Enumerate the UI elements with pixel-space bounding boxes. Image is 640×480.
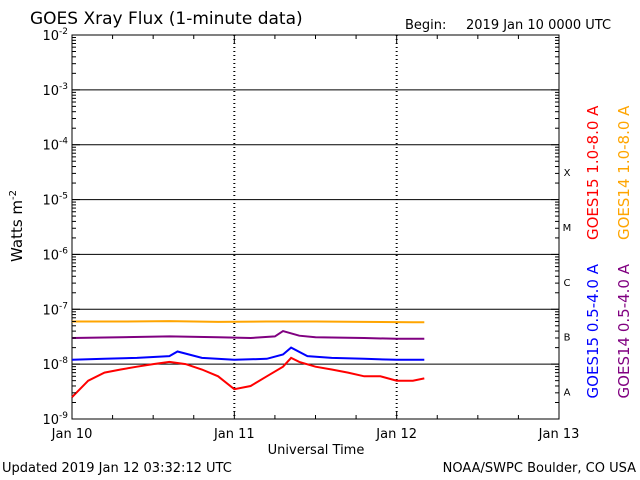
- y-tick-exp: -9: [59, 411, 68, 421]
- y-tick-label: 10-2: [42, 27, 68, 44]
- x-tick-label: Jan 11: [213, 427, 255, 442]
- y-tick-label: 10-6: [42, 246, 68, 263]
- series-line: [71, 330, 425, 340]
- y-tick-label: 10-5: [42, 192, 68, 209]
- series-layer: [71, 320, 425, 398]
- flare-class-label: A: [564, 388, 571, 399]
- y-tick-exp: -2: [59, 27, 68, 37]
- y-tick-base: 10: [42, 29, 59, 44]
- updated-timestamp: Updated 2019 Jan 12 03:32:12 UTC: [2, 461, 232, 476]
- begin-label: Begin:: [405, 18, 446, 33]
- series-line: [71, 346, 425, 361]
- y-tick-exp: -5: [59, 192, 68, 202]
- svg-text:Watts m-2: Watts m-2: [8, 190, 26, 262]
- y-tick-base: 10: [42, 248, 59, 263]
- y-tick-base: 10: [42, 413, 59, 428]
- legend-label: GOES14 0.5-4.0 A: [615, 263, 633, 398]
- legend-label: GOES14 1.0-8.0 A: [615, 105, 633, 240]
- y-tick-label: 10-9: [42, 411, 68, 428]
- y-axis-label-main: Watts m: [8, 200, 26, 262]
- y-axis: 10-210-310-410-510-610-710-810-9: [42, 27, 559, 428]
- legend: GOES15 1.0-8.0 A GOES14 1.0-8.0 A GOES15 0…: [584, 105, 633, 399]
- flare-class-label: C: [564, 278, 571, 289]
- chart-title: GOES Xray Flux (1-minute data): [30, 9, 303, 29]
- series-line: [71, 356, 425, 398]
- legend-label: GOES15 0.5-4.0 A: [584, 263, 602, 398]
- credit-text: NOAA/SWPC Boulder, CO USA: [442, 461, 636, 476]
- y-tick-base: 10: [42, 139, 59, 154]
- x-tick-label: Jan 12: [375, 427, 417, 442]
- x-axis: Jan 10 Jan 11 Jan 12 Jan 13: [51, 35, 580, 442]
- y-tick-exp: -3: [59, 82, 68, 92]
- y-tick-exp: -7: [59, 301, 68, 311]
- x-tick-label: Jan 13: [538, 427, 580, 442]
- flare-class-label: M: [563, 223, 572, 234]
- y-tick-label: 10-4: [42, 137, 68, 154]
- y-tick-label: 10-7: [42, 301, 68, 318]
- y-tick-label: 10-8: [42, 356, 68, 373]
- y-tick-label: 10-3: [42, 82, 68, 99]
- plot-area: [71, 34, 560, 420]
- begin-value: 2019 Jan 10 0000 UTC: [466, 18, 611, 33]
- y-tick-base: 10: [42, 303, 59, 318]
- x-tick-label: Jan 10: [51, 427, 93, 442]
- flare-class-label: B: [564, 333, 571, 344]
- y-tick-exp: -8: [59, 356, 68, 366]
- flare-class-labels: X M C B A: [563, 168, 572, 398]
- y-tick-base: 10: [42, 194, 59, 209]
- series-line: [72, 320, 425, 324]
- x-axis-label: Universal Time: [268, 443, 365, 458]
- horizontal-grid: [72, 89, 559, 365]
- y-axis-label: Watts m-2: [8, 190, 26, 262]
- y-tick-base: 10: [42, 358, 59, 373]
- vertical-grid: [233, 35, 398, 419]
- legend-label: GOES15 1.0-8.0 A: [584, 105, 602, 240]
- y-tick-base: 10: [42, 84, 59, 99]
- y-tick-exp: -4: [59, 137, 68, 147]
- flare-class-label: X: [564, 168, 571, 179]
- y-tick-exp: -6: [59, 246, 68, 256]
- y-axis-label-sup: -2: [8, 190, 19, 200]
